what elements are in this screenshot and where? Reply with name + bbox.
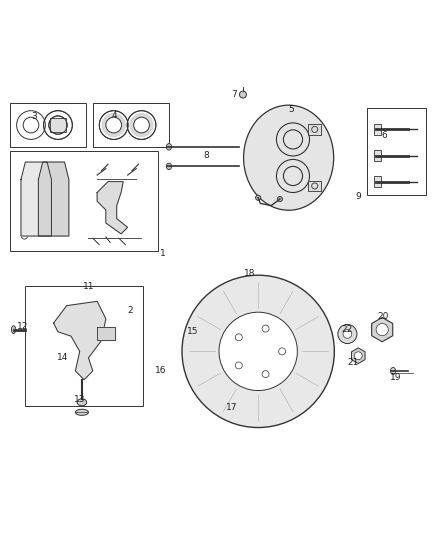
Bar (308, 181, 321, 191)
Circle shape (219, 312, 297, 391)
Ellipse shape (391, 367, 396, 375)
Circle shape (197, 368, 202, 374)
Text: 2: 2 (127, 305, 133, 314)
Circle shape (129, 113, 154, 137)
Text: 1: 1 (159, 249, 165, 258)
Bar (10, 151, 158, 251)
Circle shape (214, 346, 219, 352)
Circle shape (197, 346, 202, 352)
Text: 16: 16 (155, 367, 166, 375)
Circle shape (255, 195, 261, 200)
Text: 14: 14 (57, 353, 68, 362)
Bar (108, 199, 116, 206)
Circle shape (376, 324, 389, 336)
Text: 11: 11 (83, 281, 94, 290)
Text: 8: 8 (203, 151, 209, 160)
Bar (374, 124, 381, 135)
Ellipse shape (166, 143, 172, 150)
Ellipse shape (217, 329, 247, 365)
Polygon shape (53, 301, 106, 379)
Circle shape (106, 117, 121, 133)
Bar (308, 124, 321, 135)
Bar (374, 176, 381, 187)
Text: 18: 18 (244, 269, 255, 278)
Bar (367, 108, 426, 195)
Circle shape (240, 91, 247, 98)
Ellipse shape (190, 338, 226, 382)
Text: 17: 17 (226, 403, 238, 413)
Bar (10, 103, 86, 147)
Text: 4: 4 (112, 110, 117, 119)
Circle shape (279, 348, 286, 355)
Text: 7: 7 (231, 90, 237, 99)
Polygon shape (97, 327, 115, 341)
Text: 19: 19 (389, 373, 401, 382)
Polygon shape (97, 182, 127, 234)
Text: 22: 22 (341, 325, 352, 334)
Circle shape (88, 329, 98, 339)
Text: 21: 21 (347, 358, 359, 367)
Text: 13: 13 (74, 395, 85, 403)
Circle shape (134, 117, 149, 133)
Circle shape (262, 370, 269, 377)
Polygon shape (39, 162, 69, 236)
Text: 12: 12 (17, 322, 28, 331)
Text: 3: 3 (31, 112, 37, 121)
Polygon shape (21, 162, 51, 236)
Bar (374, 150, 381, 161)
Text: 5: 5 (288, 106, 294, 114)
Circle shape (262, 325, 269, 332)
Circle shape (75, 316, 80, 321)
Circle shape (277, 197, 283, 201)
Text: 15: 15 (187, 327, 199, 336)
Circle shape (338, 325, 357, 344)
Circle shape (229, 344, 236, 351)
Circle shape (182, 275, 334, 427)
Circle shape (102, 113, 126, 137)
Ellipse shape (244, 105, 334, 210)
Circle shape (343, 329, 352, 338)
Bar (93, 103, 169, 147)
Circle shape (90, 332, 95, 336)
Circle shape (354, 352, 362, 360)
Circle shape (72, 313, 83, 324)
Circle shape (224, 339, 240, 355)
Ellipse shape (166, 163, 172, 169)
Ellipse shape (11, 326, 16, 334)
Ellipse shape (77, 399, 87, 406)
Bar (25, 286, 143, 406)
Text: 20: 20 (378, 312, 389, 321)
Circle shape (214, 368, 219, 374)
Circle shape (235, 362, 242, 369)
Bar (50, 118, 66, 133)
Text: 6: 6 (381, 132, 387, 140)
Text: 9: 9 (355, 192, 361, 201)
Circle shape (235, 334, 242, 341)
Ellipse shape (75, 409, 88, 415)
